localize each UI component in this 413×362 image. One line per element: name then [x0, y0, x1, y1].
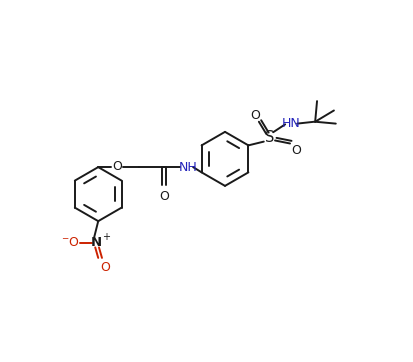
Text: O: O: [290, 144, 300, 157]
Text: O: O: [250, 109, 260, 122]
Text: NH: NH: [178, 161, 197, 174]
Text: +: +: [102, 232, 109, 242]
Text: O: O: [112, 160, 121, 173]
Text: N: N: [91, 236, 102, 249]
Text: $\mathsf{{}^{-}O}$: $\mathsf{{}^{-}O}$: [61, 236, 80, 249]
Text: O: O: [100, 261, 109, 274]
Text: S: S: [265, 130, 274, 146]
Text: HN: HN: [282, 117, 300, 130]
Text: O: O: [159, 190, 169, 203]
